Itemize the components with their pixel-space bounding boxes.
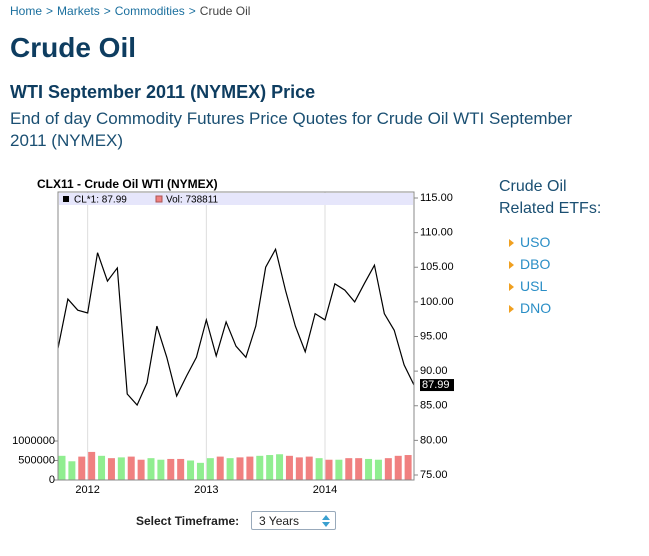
y-tick-label: 95.00 [420,330,448,342]
volume-bar [384,458,392,480]
breadcrumb-link[interactable]: Home [10,4,43,18]
etf-panel: Crude Oil Related ETFs: USO DBO USL DNO [499,176,619,316]
volume-bar [88,451,96,480]
volume-bar [394,455,402,480]
y-tick-label: 100.00 [420,296,454,308]
etf-list: USO DBO USL DNO [509,231,551,319]
legend-label: CL*1: 87.99 [74,195,127,206]
subtitle: WTI September 2011 (NYMEX) Price [10,82,316,102]
volume-bar [246,456,254,480]
legend-label: Vol: 738811 [166,195,219,206]
volume-bar [256,455,264,480]
etf-link[interactable]: DNO [509,297,551,319]
plot-area [58,192,414,480]
volume-bar [266,455,274,480]
y-tick-label: 110.00 [420,227,453,239]
y-tick-label: 80.00 [420,434,448,446]
volume-bar [216,456,224,480]
description: End of day Commodity Futures Price Quote… [10,109,573,150]
volume-bar [147,458,155,480]
y-tick-label: 85.00 [420,400,448,412]
legend-swatch [63,196,69,202]
breadcrumb-separator: > [188,4,196,18]
etf-heading: Crude Oil Related ETFs: [499,178,602,217]
volume-bar [355,458,363,480]
legend-swatch [155,195,163,203]
breadcrumb-separator: > [103,4,111,18]
volume-bar [345,458,353,480]
volume-bar [325,459,333,480]
last-price-box [420,379,454,392]
volume-bar [68,461,76,480]
volume-bar [305,456,313,480]
chart: CLX11 - Crude Oil WTI (NYMEX) 2012 2013 20… [12,177,454,496]
chart-title: CLX11 - Crude Oil WTI (NYMEX) [37,177,218,191]
volume-bar [187,460,195,480]
price-line [58,247,414,407]
y-tick-label: 75.00 [420,469,448,481]
volume-bar [315,458,323,480]
page-title: Crude Oil [10,32,137,63]
x-tick-label: 2014 [313,484,337,496]
volume-bar [374,459,382,480]
legend-bar [59,193,413,205]
volume-bar [157,459,165,480]
volume-bar [206,458,214,480]
breadcrumb: Home > Markets > Commodities > Crude Oil [10,4,250,18]
volume-bar [226,458,234,480]
volume-bar [117,457,125,480]
volume-bar [127,456,135,480]
breadcrumb-link: Crude Oil [199,4,251,18]
y2-tick-label: 0 [49,474,55,486]
x-tick-label: 2012 [75,484,99,496]
etf-link[interactable]: USL [509,275,551,297]
volume-bar [78,456,86,480]
volume-bar [98,455,106,480]
volume-bar [58,455,66,480]
volume-bar [107,458,115,480]
volume-bar [404,455,412,480]
volume-bar [335,459,343,480]
volume-bar [236,457,244,480]
volume-bar [295,457,303,480]
volume-bar [196,462,204,480]
plot-clip-group [58,247,414,480]
last-price-label: 87.99 [422,379,450,391]
y2-tick-label: 500000 [18,454,55,466]
x-tick-label: 2013 [194,484,218,496]
breadcrumb-separator: > [46,4,54,18]
volume-bar [167,458,175,480]
etf-link[interactable]: DBO [509,253,551,275]
volume-bar [276,454,284,480]
volume-bar [177,458,185,480]
breadcrumb-link[interactable]: Markets [57,4,100,18]
volume-bar [137,459,145,480]
timeframe-select[interactable]: 3 Years [251,511,336,530]
etf-link[interactable]: USO [509,231,551,253]
y2-tick-label: 1000000 [12,435,55,447]
volume-bar [285,455,293,480]
breadcrumb-link[interactable]: Commodities [114,4,185,18]
y-tick-label: 90.00 [420,365,448,377]
timeframe-label: Select Timeframe: [136,514,240,528]
y-tick-label: 115.00 [420,192,453,204]
y-tick-label: 105.00 [420,261,454,273]
volume-bar [365,458,373,480]
